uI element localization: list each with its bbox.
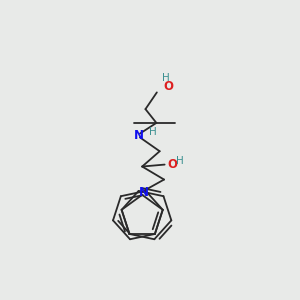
Text: N: N [139,186,149,200]
Text: O: O [164,80,173,93]
Text: O: O [167,158,177,171]
Text: N: N [134,129,144,142]
Text: H: H [148,127,156,137]
Text: H: H [176,157,184,166]
Text: H: H [161,73,169,82]
